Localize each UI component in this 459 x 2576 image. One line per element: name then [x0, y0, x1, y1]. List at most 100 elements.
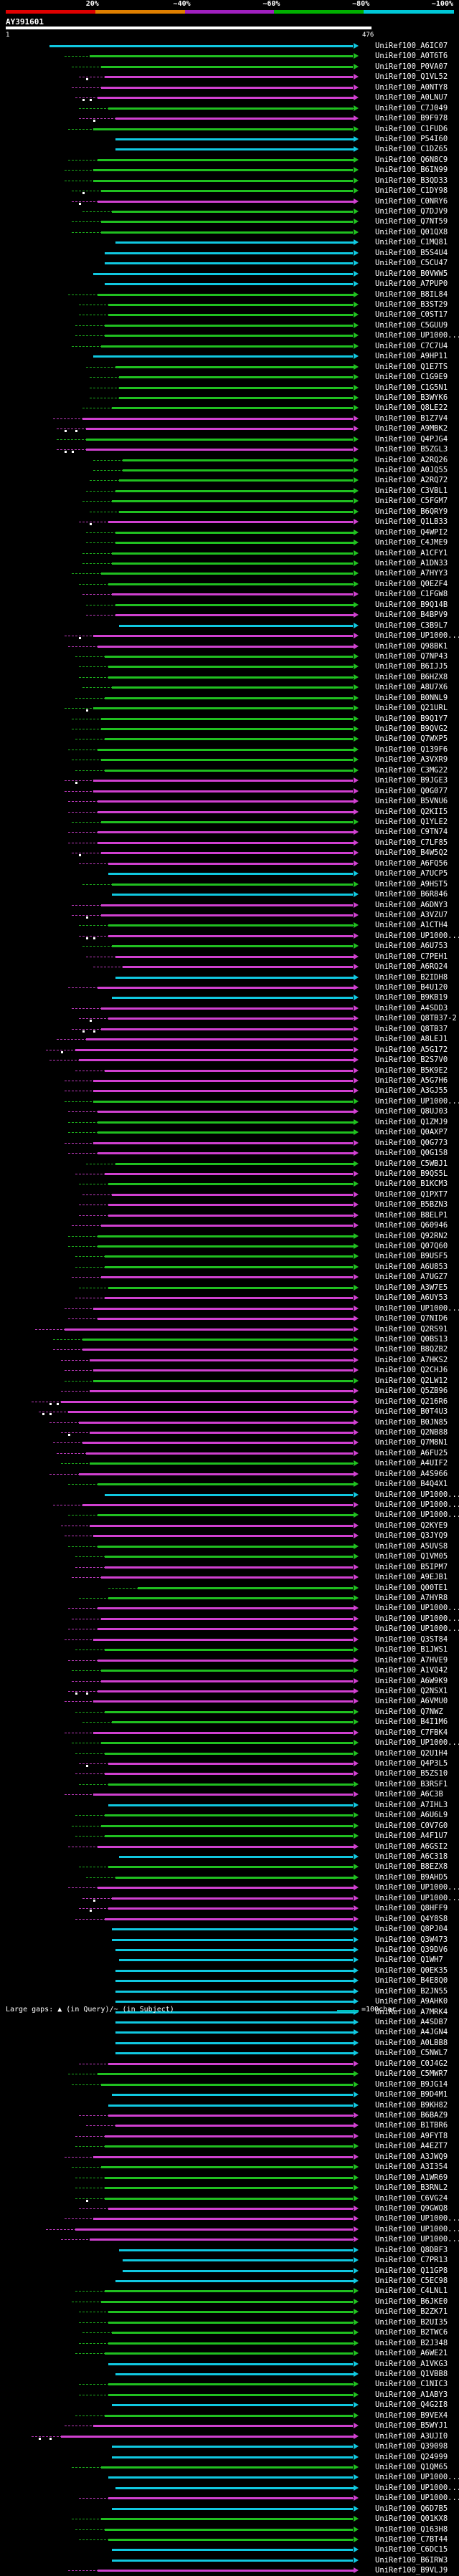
- hit-alignment-bar[interactable]: [108, 666, 354, 669]
- hit-accession-link[interactable]: UniRef100_Q3W473: [375, 1935, 448, 1944]
- hit-alignment-bar[interactable]: [93, 169, 354, 172]
- hit-accession-link[interactable]: UniRef100_B5S4U4: [375, 248, 448, 257]
- hit-alignment-bar[interactable]: [97, 1318, 354, 1321]
- hit-alignment-bar[interactable]: [86, 438, 354, 441]
- hit-accession-link[interactable]: UniRef100_Q1WH7: [375, 1955, 443, 1965]
- hit-accession-link[interactable]: UniRef100_Q0G773: [375, 1138, 448, 1147]
- hit-alignment-bar[interactable]: [108, 2062, 354, 2065]
- hit-accession-link[interactable]: UniRef100_UP1000...: [375, 1500, 459, 1510]
- hit-alignment-bar[interactable]: [104, 655, 354, 658]
- hit-accession-link[interactable]: UniRef100_Q163H8: [375, 2524, 448, 2534]
- hit-accession-link[interactable]: UniRef100_Q0G158: [375, 1149, 448, 1158]
- hit-accession-link[interactable]: UniRef100_B4E8Q0: [375, 1976, 448, 1986]
- hit-alignment-bar[interactable]: [108, 924, 354, 927]
- hit-accession-link[interactable]: UniRef100_A3JWQ9: [375, 2152, 448, 2161]
- hit-alignment-bar[interactable]: [115, 2021, 354, 2024]
- hit-accession-link[interactable]: UniRef100_C9TN74: [375, 828, 448, 837]
- hit-accession-link[interactable]: UniRef100_A7UCP5: [375, 869, 448, 878]
- hit-accession-link[interactable]: UniRef100_A0NTY8: [375, 82, 448, 92]
- hit-accession-link[interactable]: UniRef100_C4LNL1: [375, 2287, 448, 2296]
- hit-accession-link[interactable]: UniRef100_Q7NWZ: [375, 1707, 443, 1716]
- hit-alignment-bar[interactable]: [108, 1783, 354, 1786]
- hit-alignment-bar[interactable]: [104, 1710, 354, 1713]
- hit-alignment-bar[interactable]: [119, 396, 354, 399]
- hit-alignment-bar[interactable]: [97, 800, 354, 803]
- hit-alignment-bar[interactable]: [93, 1080, 354, 1082]
- hit-alignment-bar[interactable]: [104, 2187, 354, 2190]
- hit-accession-link[interactable]: UniRef100_B5WYJ1: [375, 2421, 448, 2431]
- hit-alignment-bar[interactable]: [115, 2001, 354, 2003]
- hit-accession-link[interactable]: UniRef100_A1DN33: [375, 559, 448, 568]
- hit-accession-link[interactable]: UniRef100_B9Q14B: [375, 600, 448, 609]
- hit-accession-link[interactable]: UniRef100_B2ZK71: [375, 2307, 448, 2317]
- hit-accession-link[interactable]: UniRef100_Q1E7TS: [375, 362, 448, 371]
- hit-accession-link[interactable]: UniRef100_C1NIC3: [375, 2380, 448, 2389]
- hit-alignment-bar[interactable]: [104, 2414, 354, 2417]
- hit-accession-link[interactable]: UniRef100_Q21URL: [375, 704, 448, 713]
- hit-alignment-bar[interactable]: [104, 1265, 354, 1268]
- hit-accession-link[interactable]: UniRef100_Q2U1H4: [375, 1748, 448, 1758]
- hit-accession-link[interactable]: UniRef100_A6RQ24: [375, 962, 448, 972]
- hit-alignment-bar[interactable]: [93, 1638, 354, 1641]
- hit-alignment-bar[interactable]: [104, 1255, 354, 1258]
- hit-alignment-bar[interactable]: [90, 1431, 354, 1434]
- hit-accession-link[interactable]: UniRef100_Q1VM05: [375, 1552, 448, 1561]
- hit-alignment-bar[interactable]: [108, 1597, 354, 1599]
- hit-alignment-bar[interactable]: [104, 324, 354, 327]
- hit-alignment-bar[interactable]: [97, 1690, 354, 1692]
- hit-alignment-bar[interactable]: [111, 997, 354, 1000]
- hit-accession-link[interactable]: UniRef100_B2J348: [375, 2338, 448, 2347]
- hit-alignment-bar[interactable]: [86, 449, 354, 451]
- hit-accession-link[interactable]: UniRef100_Q7NID6: [375, 1314, 448, 1323]
- hit-accession-link[interactable]: UniRef100_Q2KYE9: [375, 1521, 448, 1530]
- hit-alignment-bar[interactable]: [97, 1111, 354, 1114]
- hit-accession-link[interactable]: UniRef100_C1DY98: [375, 186, 448, 196]
- hit-accession-link[interactable]: UniRef100_B3WYK6: [375, 393, 448, 402]
- hit-accession-link[interactable]: UniRef100_B2JN55: [375, 1986, 448, 1996]
- hit-accession-link[interactable]: UniRef100_Q8HFF9: [375, 1904, 448, 1913]
- hit-alignment-bar[interactable]: [100, 821, 354, 823]
- hit-accession-link[interactable]: UniRef100_Q11GP8: [375, 2266, 448, 2275]
- hit-alignment-bar[interactable]: [104, 769, 354, 772]
- hit-accession-link[interactable]: UniRef100_B5ZS10: [375, 1769, 448, 1778]
- hit-accession-link[interactable]: UniRef100_A8LEJ1: [375, 1035, 448, 1044]
- hit-accession-link[interactable]: UniRef100_B0NNL9: [375, 693, 448, 702]
- hit-alignment-bar[interactable]: [93, 128, 354, 130]
- hit-accession-link[interactable]: UniRef100_C5FGM7: [375, 497, 448, 506]
- hit-alignment-bar[interactable]: [104, 335, 354, 337]
- hit-accession-link[interactable]: UniRef100_A6FU25: [375, 1448, 448, 1457]
- hit-accession-link[interactable]: UniRef100_C1FUD6: [375, 124, 448, 133]
- hit-accession-link[interactable]: UniRef100_A6U853: [375, 1262, 448, 1271]
- hit-accession-link[interactable]: UniRef100_B1Z7V4: [375, 413, 448, 423]
- hit-alignment-bar[interactable]: [115, 2052, 354, 2055]
- hit-alignment-bar[interactable]: [93, 1379, 354, 1382]
- hit-accession-link[interactable]: UniRef100_A6C318: [375, 1852, 448, 1861]
- hit-accession-link[interactable]: UniRef100_Q8TB37: [375, 1024, 448, 1033]
- hit-alignment-bar[interactable]: [115, 2280, 354, 2283]
- hit-alignment-bar[interactable]: [104, 2135, 354, 2137]
- hit-accession-link[interactable]: UniRef100_B2IDH8: [375, 972, 448, 982]
- hit-accession-link[interactable]: UniRef100_B6IJJ5: [375, 662, 448, 671]
- hit-alignment-bar[interactable]: [93, 2425, 354, 2428]
- hit-alignment-bar[interactable]: [115, 241, 354, 244]
- hit-accession-link[interactable]: UniRef100_Q2KII5: [375, 807, 448, 816]
- hit-accession-link[interactable]: UniRef100_Q0AXP7: [375, 1128, 448, 1137]
- hit-accession-link[interactable]: UniRef100_B0T4U3: [375, 1407, 448, 1417]
- hit-alignment-bar[interactable]: [115, 955, 354, 958]
- hit-alignment-bar[interactable]: [115, 1990, 354, 1993]
- hit-accession-link[interactable]: UniRef100_A6W9K9: [375, 1676, 448, 1685]
- hit-alignment-bar[interactable]: [115, 614, 354, 617]
- hit-alignment-bar[interactable]: [104, 1814, 354, 1817]
- hit-alignment-bar[interactable]: [108, 2476, 354, 2479]
- hit-alignment-bar[interactable]: [79, 1473, 354, 1475]
- hit-alignment-bar[interactable]: [123, 469, 354, 472]
- hit-accession-link[interactable]: UniRef100_A7IHL3: [375, 1800, 448, 1809]
- hit-alignment-bar[interactable]: [97, 1514, 354, 1517]
- hit-alignment-bar[interactable]: [108, 2115, 354, 2117]
- hit-alignment-bar[interactable]: [115, 148, 354, 151]
- hit-accession-link[interactable]: UniRef100_Q2NSX1: [375, 1686, 448, 1695]
- hit-accession-link[interactable]: UniRef100_B6QRY9: [375, 507, 448, 516]
- hit-alignment-bar[interactable]: [86, 1038, 354, 1041]
- hit-accession-link[interactable]: UniRef100_A0LNU7: [375, 93, 448, 102]
- hit-accession-link[interactable]: UniRef100_B1TBR6: [375, 2121, 448, 2130]
